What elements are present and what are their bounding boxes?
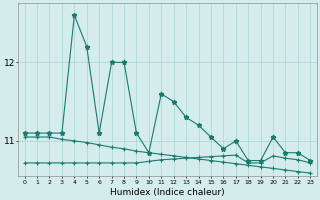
X-axis label: Humidex (Indice chaleur): Humidex (Indice chaleur) <box>110 188 225 197</box>
